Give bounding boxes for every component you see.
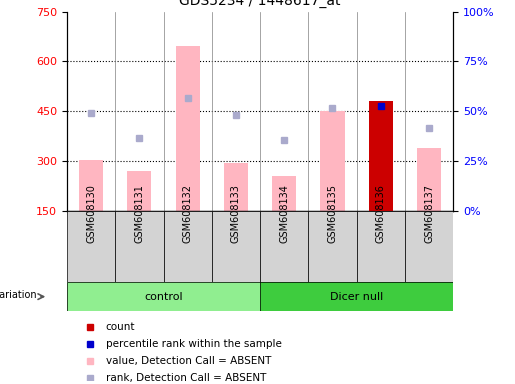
Text: GSM608135: GSM608135 <box>328 184 337 243</box>
Bar <box>272 176 296 211</box>
Text: GSM608130: GSM608130 <box>86 184 96 243</box>
Title: GDS5234 / 1448617_at: GDS5234 / 1448617_at <box>179 0 341 8</box>
Text: count: count <box>106 322 135 332</box>
Bar <box>260 282 453 311</box>
Bar <box>67 211 115 282</box>
Bar <box>356 211 405 282</box>
Bar <box>115 211 163 282</box>
Text: GSM608131: GSM608131 <box>134 184 144 243</box>
Bar <box>176 46 200 211</box>
Bar <box>417 148 441 211</box>
Text: GSM608137: GSM608137 <box>424 184 434 243</box>
Text: GSM608133: GSM608133 <box>231 184 241 243</box>
Bar <box>212 211 260 282</box>
Text: genotype/variation: genotype/variation <box>0 290 37 300</box>
Bar <box>79 160 103 211</box>
Text: GSM608134: GSM608134 <box>279 184 289 243</box>
Text: percentile rank within the sample: percentile rank within the sample <box>106 339 282 349</box>
Bar <box>163 211 212 282</box>
Bar <box>320 111 345 211</box>
Text: rank, Detection Call = ABSENT: rank, Detection Call = ABSENT <box>106 372 266 382</box>
Bar <box>67 282 260 311</box>
Bar <box>405 211 453 282</box>
Text: value, Detection Call = ABSENT: value, Detection Call = ABSENT <box>106 356 271 366</box>
Bar <box>260 211 308 282</box>
Bar <box>308 211 356 282</box>
Bar <box>369 101 393 211</box>
Text: GSM608136: GSM608136 <box>376 184 386 243</box>
Text: GSM608132: GSM608132 <box>183 184 193 243</box>
Text: control: control <box>144 291 183 302</box>
Text: Dicer null: Dicer null <box>330 291 383 302</box>
Bar <box>224 163 248 211</box>
Bar <box>127 171 151 211</box>
